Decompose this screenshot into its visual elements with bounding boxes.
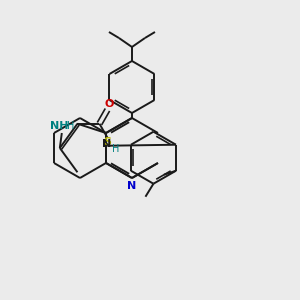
Text: H: H — [112, 144, 119, 154]
Text: S: S — [103, 137, 111, 147]
Text: NH: NH — [50, 121, 68, 131]
Text: O: O — [105, 99, 114, 109]
Text: N: N — [102, 139, 111, 149]
Text: N: N — [127, 181, 136, 191]
Text: H: H — [67, 121, 74, 131]
